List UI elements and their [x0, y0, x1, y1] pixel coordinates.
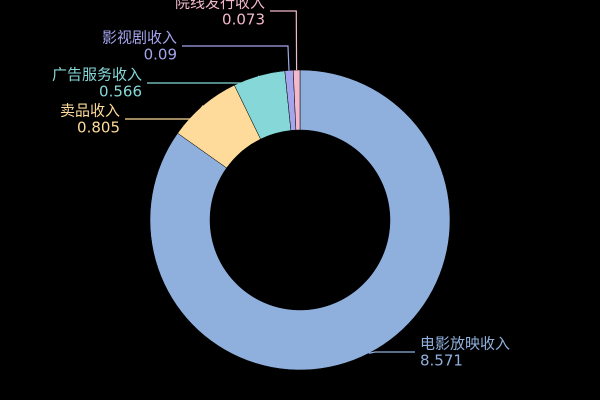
leader-line: [270, 10, 298, 71]
donut-slice: [292, 69, 301, 131]
leader-line: [125, 105, 204, 120]
slice-value: 0.073: [222, 11, 265, 29]
slice-value: 0.805: [77, 119, 120, 137]
slice-label: 卖品收入: [60, 102, 120, 120]
slice-label: 电影放映收入: [420, 335, 510, 353]
slice-label: 院线发行收入: [175, 0, 265, 12]
slice-value: 0.09: [144, 46, 177, 64]
slice-value: 0.566: [99, 83, 142, 101]
donut-slice: [149, 69, 451, 371]
leader-line: [368, 351, 415, 354]
slice-value: 8.571: [420, 352, 463, 370]
leader-line: [182, 45, 290, 71]
slice-label: 影视剧收入: [102, 29, 177, 47]
slice-label: 广告服务收入: [52, 66, 142, 84]
leader-line: [147, 75, 260, 84]
